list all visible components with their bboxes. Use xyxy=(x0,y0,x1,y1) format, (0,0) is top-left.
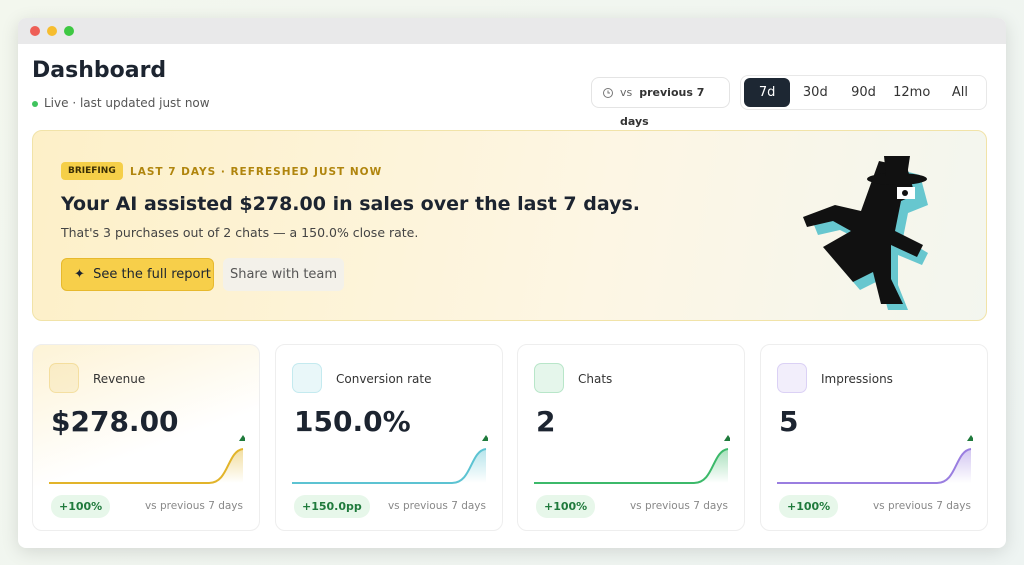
spark-line xyxy=(534,448,729,484)
delta-pill: +100% xyxy=(536,495,596,518)
primary-button[interactable]: ✦ See the full report xyxy=(61,258,214,291)
metric-card: Revenue $278.00 +100% vs previous 7 days xyxy=(32,344,260,531)
badge: BRIEFING xyxy=(61,162,123,180)
clock-icon xyxy=(603,88,613,98)
card-compare: vs previous 7 days xyxy=(629,500,728,512)
metric-card: Chats 2 +100% vs previous 7 days xyxy=(517,344,745,531)
subtext: That's 3 purchases out of 2 chats — a 15… xyxy=(61,225,419,240)
metric-card: Impressions 5 +100% vs previous 7 days xyxy=(760,344,988,531)
card-label: Conversion rate xyxy=(336,372,432,386)
close-dot[interactable] xyxy=(30,26,40,36)
up-arrow xyxy=(967,435,973,441)
sparkline xyxy=(534,435,730,484)
min-dot[interactable] xyxy=(47,26,57,36)
card-compare: vs previous 7 days xyxy=(387,500,486,512)
card-icon xyxy=(49,363,79,393)
spark-area xyxy=(777,449,971,483)
card-icon xyxy=(292,363,322,393)
sparkline xyxy=(49,435,245,484)
briefing: BRIEFING LAST 7 DAYS · REFRESHED JUST NO… xyxy=(32,130,987,321)
spark-area xyxy=(49,449,243,483)
delta-pill: +150.0pp xyxy=(294,495,370,518)
up-arrow xyxy=(724,435,730,441)
spark-line xyxy=(49,448,244,484)
compare-period: previous 7 days xyxy=(620,86,705,128)
spark-line xyxy=(292,448,487,484)
card-label: Chats xyxy=(578,372,613,386)
sparkline xyxy=(292,435,488,484)
window: Dashboard Live · last updated just now v… xyxy=(18,18,1006,548)
delta-pill: +100% xyxy=(779,495,839,518)
spark-line xyxy=(777,448,972,484)
card-compare: vs previous 7 days xyxy=(144,500,243,512)
spy-illustration xyxy=(803,156,928,310)
card-compare: vs previous 7 days xyxy=(872,500,971,512)
compare-prefix: vs xyxy=(620,86,633,99)
sparkline xyxy=(777,435,973,484)
range-option[interactable]: 30d xyxy=(802,85,828,100)
range-option[interactable]: 90d xyxy=(851,85,876,100)
delta-pill: +100% xyxy=(51,495,111,518)
range-option[interactable]: 7d xyxy=(744,78,791,107)
max-dot[interactable] xyxy=(64,26,74,36)
up-arrow xyxy=(482,435,488,441)
card-icon xyxy=(777,363,807,393)
card-value: 150.0% xyxy=(294,405,411,438)
card-label: Revenue xyxy=(93,372,146,386)
range-group: 7d 30d 90d 12mo All xyxy=(740,75,987,110)
metric-card: Conversion rate 150.0% +150.0pp vs previous… xyxy=(275,344,503,531)
secondary-button[interactable]: Share with team xyxy=(223,258,344,291)
card-value: 2 xyxy=(536,405,556,438)
card-value: $278.00 xyxy=(51,405,179,438)
meta: LAST 7 DAYS · REFRESHED JUST NOW xyxy=(130,166,383,178)
card-value: 5 xyxy=(779,405,799,438)
status: Live · last updated just now xyxy=(32,96,210,110)
title-bar xyxy=(18,18,1006,44)
card-label: Impressions xyxy=(821,372,893,386)
primary-label: See the full report xyxy=(93,267,211,282)
range-option[interactable]: 12mo xyxy=(893,85,931,100)
spark-area xyxy=(292,449,486,483)
spark-area xyxy=(534,449,728,483)
range-option[interactable]: All xyxy=(951,85,968,100)
card-icon xyxy=(534,363,564,393)
headline: Your AI assisted $278.00 in sales over t… xyxy=(61,193,641,215)
title: Dashboard xyxy=(32,58,167,83)
up-arrow xyxy=(239,435,245,441)
compare-pill[interactable]: vs previous 7 days xyxy=(591,77,730,128)
